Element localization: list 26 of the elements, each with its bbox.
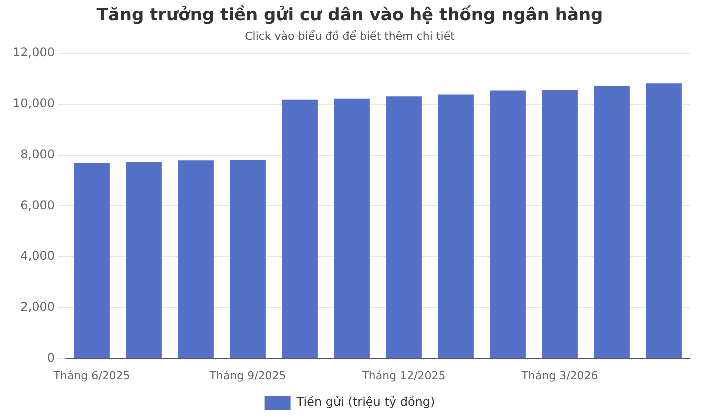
chart-title: Tăng trưởng tiền gửi cư dân vào hệ thống ngân hàng: [96, 6, 604, 26]
x-tick-label: Tháng 6/2025: [52, 369, 130, 382]
bar: [74, 163, 110, 358]
bar: [438, 94, 474, 358]
bar: [126, 162, 162, 358]
x-tick-label: Tháng 12/2025: [361, 369, 446, 382]
x-tick-label: Tháng 3/2026: [520, 369, 598, 382]
bar: [542, 90, 578, 358]
x-tick-label: Tháng 9/2025: [208, 369, 286, 382]
bar: [594, 86, 630, 358]
y-tick-label: 12,000: [12, 46, 55, 60]
y-tick-label: 10,000: [12, 96, 55, 111]
bar: [490, 90, 526, 358]
legend-label: Tiền gửi (triệu tỷ đồng): [296, 395, 436, 410]
y-tick-label: 8,000: [20, 147, 55, 162]
y-tick-label: 6,000: [20, 198, 55, 212]
bar: [334, 98, 370, 358]
bar: [282, 100, 318, 358]
bar: [386, 96, 422, 358]
bar: [178, 160, 214, 358]
bar: [646, 84, 682, 358]
bar: [230, 160, 266, 358]
y-tick-label: 2,000: [20, 300, 55, 314]
chart-subtitle: Click vào biểu đồ để biết thêm chi tiết: [245, 30, 456, 43]
y-tick-label: 0: [47, 350, 55, 365]
y-tick-label: 4,000: [20, 249, 55, 264]
